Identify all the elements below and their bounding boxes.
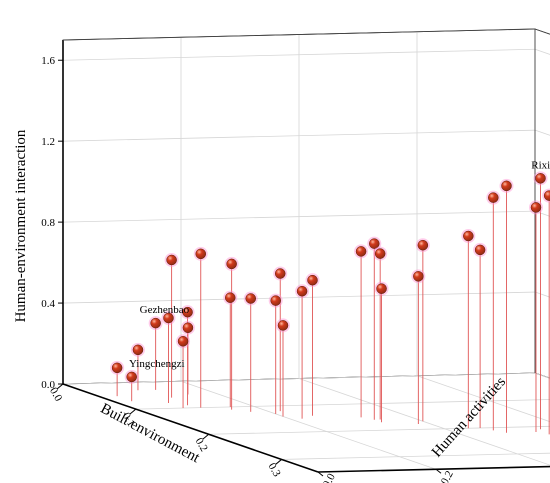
- data-point: [150, 317, 161, 329]
- axis-frame: [62, 28, 550, 473]
- x-tick: [202, 433, 210, 440]
- data-point: [126, 371, 137, 383]
- z-axis-title: Human-environment interaction: [13, 129, 29, 322]
- z-tick-label: 0.0: [41, 379, 55, 391]
- point-label: Gezhenbao: [140, 304, 190, 316]
- data-point: [245, 293, 256, 304]
- data-point: [274, 268, 286, 279]
- y-axis-line: [317, 465, 550, 473]
- z-tick-label: 1.2: [41, 136, 55, 148]
- data-point: [413, 271, 424, 282]
- data-point: [111, 362, 123, 374]
- x-axis-line: [62, 383, 319, 473]
- data-point: [474, 244, 486, 256]
- data-point: [182, 306, 193, 318]
- data-point: [132, 344, 144, 356]
- data-point: [277, 320, 289, 331]
- data-point: [369, 238, 380, 249]
- data-point: [225, 292, 236, 303]
- y-tick: [317, 471, 324, 477]
- data-point: [543, 190, 550, 201]
- point-label: Rixin: [531, 159, 550, 171]
- point-label: Yingchengzi: [129, 358, 185, 370]
- box-edge: [62, 28, 536, 41]
- x-tick-label: 0.2: [193, 436, 210, 454]
- data-point: [296, 285, 308, 297]
- x-tick-label: 0.1: [120, 411, 137, 429]
- z-tick-label: 0.8: [41, 217, 55, 229]
- data-point: [535, 173, 546, 184]
- data-point: [226, 258, 237, 270]
- grid-line: [180, 380, 437, 470]
- data-point: [166, 254, 177, 266]
- x-tick: [275, 459, 282, 465]
- y-tick-label: 0.0: [321, 471, 338, 483]
- z-tick-label: 1.6: [41, 55, 55, 67]
- y-tick: [435, 468, 442, 474]
- grid-line: [416, 375, 550, 423]
- drop-lines: [116, 178, 550, 435]
- data-point: [177, 336, 189, 347]
- data-point: [501, 180, 512, 192]
- y-tick-label: 0.2: [439, 469, 456, 483]
- data-point: [182, 322, 194, 333]
- data-points: [110, 171, 550, 384]
- data-point: [374, 248, 386, 259]
- x-tick: [56, 383, 64, 390]
- point-labels: YingchengziGezhenbaoRixinGuilinZhongshan…: [129, 159, 550, 370]
- z-tick-label: 0.4: [41, 298, 55, 310]
- data-point: [195, 248, 207, 260]
- data-point: [307, 274, 318, 286]
- data-point: [530, 202, 542, 213]
- grid-line: [298, 378, 550, 466]
- data-point: [463, 230, 474, 242]
- x-tick-label: 0.3: [266, 461, 284, 479]
- data-point: [355, 246, 367, 257]
- data-point: [417, 239, 429, 251]
- data-point: [163, 312, 174, 324]
- data-point: [270, 295, 281, 306]
- data-point: [488, 192, 499, 203]
- x-tick: [129, 408, 137, 415]
- data-point: [376, 283, 387, 294]
- axis-ticks: 0.00.40.81.21.60.00.10.20.30.00.20.40.60…: [41, 55, 456, 483]
